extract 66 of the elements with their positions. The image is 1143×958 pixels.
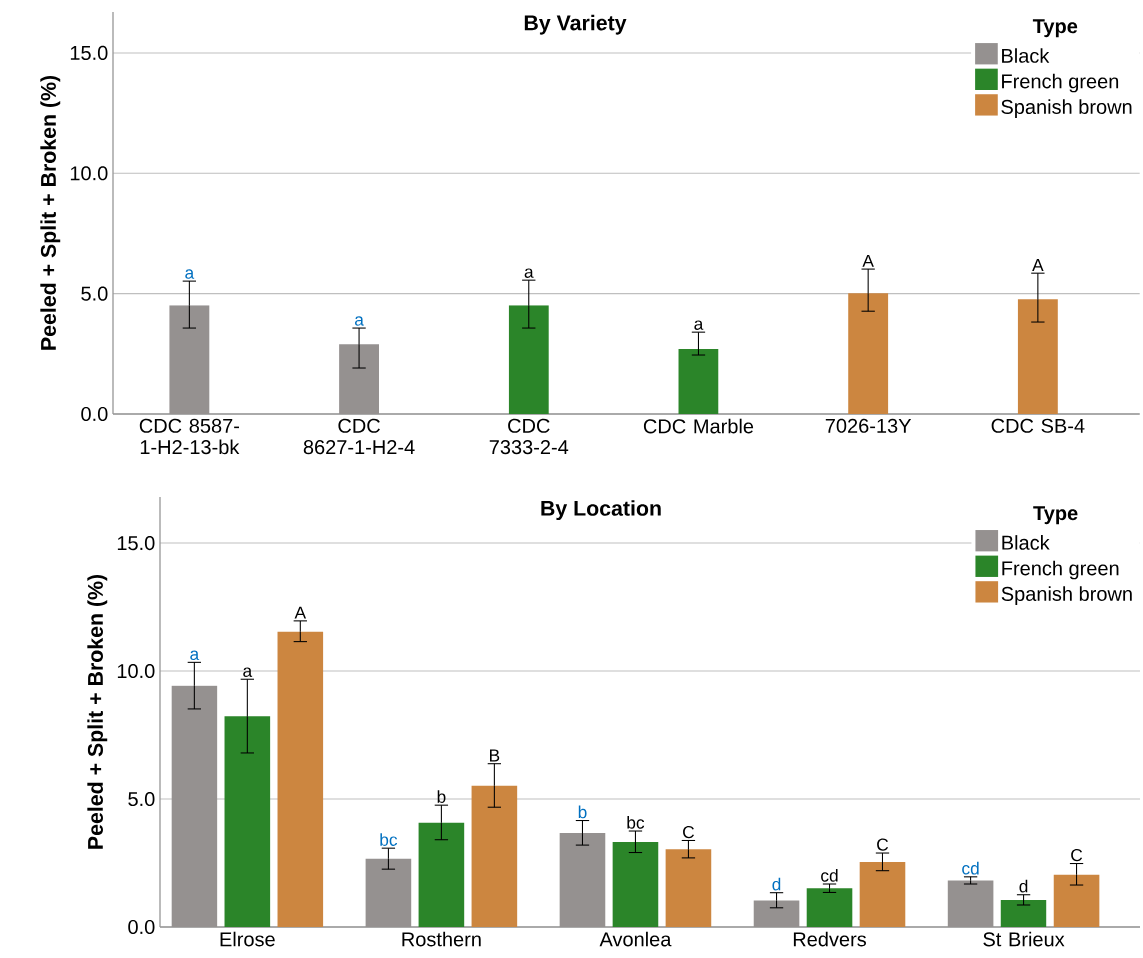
- bar: [1053, 874, 1100, 927]
- y-tick-label: 15.0: [70, 45, 108, 60]
- x-tick-label: CDC 7333-2-4: [489, 418, 569, 455]
- bar: [418, 822, 465, 927]
- y-tick-label: 0.0: [81, 406, 108, 422]
- legend-label: French green: [1002, 560, 1119, 580]
- x-tick-label: CDC 8627-1-H2-4: [303, 418, 415, 455]
- x-tick-label: St Brieux: [983, 931, 1065, 947]
- bar: [678, 349, 719, 414]
- bar: [806, 888, 853, 927]
- y-axis-title: Peeled + Split + Broken (%): [87, 574, 108, 849]
- legend-label: Spanish brown: [1001, 586, 1132, 605]
- y-tick-label: 10.0: [70, 166, 108, 181]
- data-label: bc: [627, 816, 645, 829]
- data-label: C: [683, 825, 695, 839]
- data-label: C: [877, 838, 889, 851]
- x-tick-label: CDC SB-4: [991, 418, 1085, 433]
- chart-title: By Location: [541, 500, 661, 521]
- x-tick-label: CDC Marble: [643, 418, 754, 434]
- chart-title: By Variety: [524, 14, 627, 35]
- legend-label: French green: [1002, 73, 1119, 93]
- bar: [859, 861, 906, 927]
- legend-title: Type: [1032, 19, 1078, 38]
- x-tick-label: Elrose: [220, 931, 275, 947]
- y-tick-label: 5.0: [128, 791, 155, 807]
- data-label: A: [294, 606, 307, 619]
- data-label: bc: [380, 833, 398, 846]
- data-label: a: [243, 667, 253, 677]
- data-label: C: [1071, 848, 1083, 862]
- y-tick-label: 0.0: [128, 919, 155, 935]
- data-label: A: [862, 254, 874, 267]
- data-label: B: [490, 749, 500, 762]
- data-label: A: [1032, 258, 1044, 271]
- bar: [508, 305, 549, 414]
- data-label: cd: [821, 869, 838, 882]
- bar: [1017, 299, 1058, 414]
- data-label: b: [578, 805, 587, 819]
- bar: [277, 631, 324, 927]
- legend-title: Type: [1033, 506, 1078, 525]
- y-tick-label: 15.0: [117, 535, 155, 551]
- bar: [471, 785, 518, 927]
- y-axis-title: Peeled + Split + Broken (%): [40, 75, 61, 350]
- bar: [848, 293, 889, 414]
- bar: [1000, 900, 1047, 927]
- data-label: a: [185, 269, 195, 279]
- data-label: a: [524, 268, 534, 278]
- legend-label: Black: [1002, 535, 1050, 550]
- x-tick-label: Rosthern: [402, 931, 481, 947]
- legend-label: Black: [1002, 48, 1050, 63]
- data-label: a: [354, 316, 364, 326]
- data-label: cd: [962, 861, 979, 875]
- x-tick-label: Avonlea: [599, 931, 672, 947]
- data-label: a: [190, 650, 200, 661]
- data-label: d: [772, 877, 781, 891]
- bar: [224, 716, 271, 927]
- y-tick-label: 10.0: [117, 663, 155, 679]
- x-tick-label: Redvers: [793, 931, 866, 947]
- x-tick-label: CDC 8587-1-H2-13-bk: [139, 418, 240, 455]
- data-label: d: [1019, 879, 1028, 893]
- bar: [665, 849, 712, 927]
- y-tick-label: 5.0: [81, 286, 108, 301]
- data-label: b: [437, 790, 446, 803]
- x-tick-label: 7026-13Y: [825, 418, 912, 433]
- bar: [612, 842, 659, 927]
- legend-label: Spanish brown: [1001, 99, 1132, 118]
- data-label: a: [694, 320, 704, 330]
